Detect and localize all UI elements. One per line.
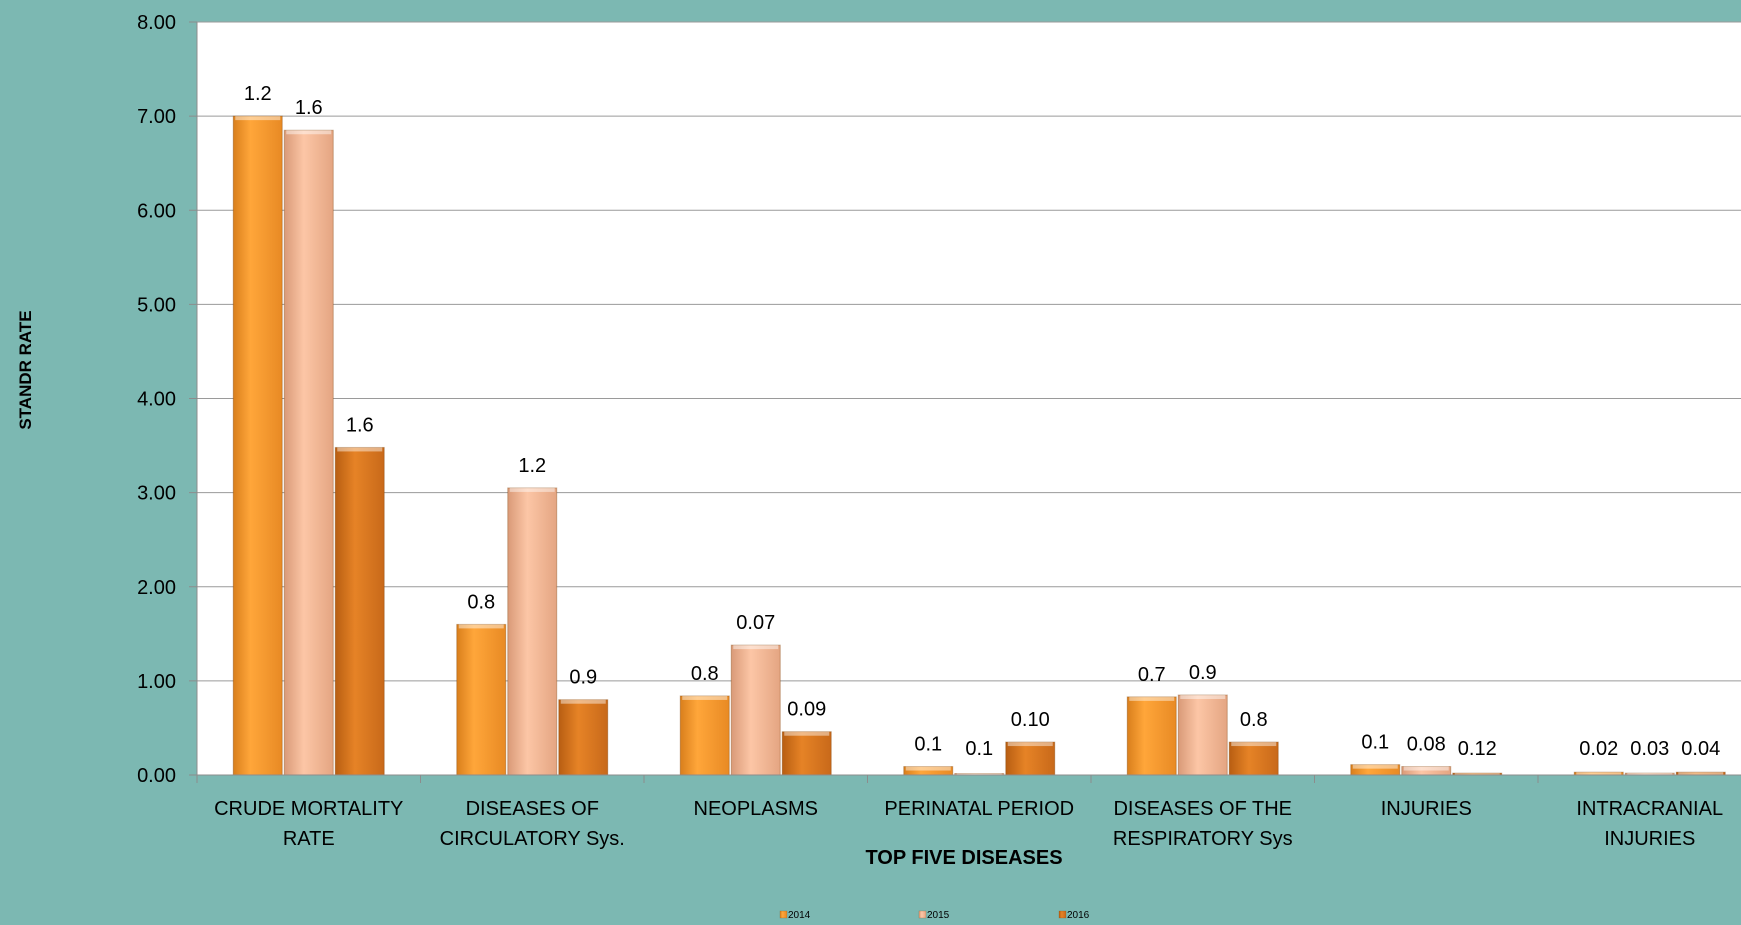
bar-highlight [235,116,281,121]
data-label: 0.1 [1361,732,1389,754]
y-tick-label: 4.00 [137,389,176,411]
bar-highlight [286,130,332,135]
legend-label-2015: 2015 [927,910,950,921]
y-axis-title: STANDR RATE [16,310,35,429]
bar-2016-2 [781,731,832,776]
data-label: 0.1 [965,738,993,760]
bar-2015-1 [507,487,558,776]
data-label: 1.2 [518,455,546,477]
data-label: 0.03 [1630,738,1669,760]
x-axis-ticks [196,775,1539,783]
bar-highlight [682,695,728,700]
bar-2015-0 [283,129,334,776]
data-label: 0.02 [1579,738,1618,760]
bar-2016-0 [334,446,385,776]
bar-highlight [1129,696,1175,701]
bar-highlight [560,699,606,704]
gridlines [197,21,1741,682]
data-label: 0.8 [1240,709,1268,731]
bar-highlight [733,645,779,650]
bar-highlight [1678,772,1724,775]
legend-label-2016: 2016 [1067,910,1090,921]
x-category-label: INJURIES [1381,798,1472,820]
data-label: 0.09 [787,699,826,721]
data-label: 1.2 [244,83,272,105]
x-category-label: PERINATAL PERIOD [884,798,1074,820]
bar-2016-1 [558,699,609,776]
bar-highlight [905,766,951,771]
x-axis-title: TOP FIVE DISEASES [865,847,1062,869]
y-tick-label: 2.00 [137,577,176,599]
bar-highlight [1403,766,1449,771]
bar-highlight [1007,742,1053,747]
data-label: 0.9 [1189,662,1217,684]
data-label: 0.07 [736,612,775,634]
data-label: 0.12 [1458,738,1497,760]
legend-swatch-2014 [779,910,788,919]
bar-highlight [1231,742,1277,747]
data-label: 0.8 [691,663,719,685]
y-axis-ticks: 0.00 1.00 2.00 3.00 4.00 5.00 6.00 7.00 8.00 [137,12,197,787]
y-tick-label: 5.00 [137,294,176,316]
bar-highlight [1180,694,1226,699]
bar-highlight [458,624,504,629]
x-category-label: CRUDE MORTALITY RATE [214,798,403,850]
data-label: 0.1 [914,734,942,756]
bar-highlight [784,731,830,736]
bar-highlight [956,773,1002,775]
bar-2014-0 [232,115,283,776]
bar-highlight [337,447,383,452]
legend-label-2014: 2014 [788,910,811,921]
x-axis-category-labels: CRUDE MORTALITY RATE DISEASES OF CIRCULATOR… [214,798,1723,850]
data-label: 0.08 [1407,734,1446,756]
bar-highlight [1454,773,1500,775]
data-label: 1.6 [346,414,374,436]
y-tick-label: 1.00 [137,671,176,693]
bar-2016-4 [1228,741,1279,776]
legend: 2014 2015 2016 [779,910,1090,921]
y-tick-label: 3.00 [137,483,176,505]
data-label: 0.04 [1681,738,1720,760]
y-tick-label: 6.00 [137,200,176,222]
data-label: 0.8 [467,591,495,613]
y-tick-label: 7.00 [137,106,176,128]
x-category-label: DISEASES OF THE RESPIRATORY Sys [1113,798,1293,850]
bar-2015-4 [1177,694,1228,776]
x-category-label: INTRACRANIAL INJURIES [1576,798,1723,850]
data-label: 0.9 [569,667,597,689]
bar-2015-2 [730,644,781,776]
x-category-label: DISEASES OF CIRCULATORY Sys. [440,798,625,850]
y-tick-label: 8.00 [137,12,176,34]
y-tick-label: 0.00 [137,765,176,787]
x-category-label: NEOPLASMS [694,798,818,820]
bar-2014-4 [1126,696,1177,776]
bar-highlight [509,487,555,492]
bar-highlight [1576,772,1622,775]
bar-highlight [1352,764,1398,769]
legend-swatch-2015 [918,910,927,919]
bar-2016-3 [1005,741,1056,776]
data-label: 0.10 [1011,709,1050,731]
bar-2014-1 [456,623,507,776]
data-labels: 1.2 0.8 0.8 0.1 0.7 0.1 0.02 1.6 1.2 0.07 0.1 0.9 0.… [244,83,1720,760]
bar-2014-2 [679,695,730,776]
bars [232,115,1726,776]
data-label: 0.7 [1138,664,1166,686]
data-label: 1.6 [295,97,323,119]
legend-swatch-2016 [1058,910,1067,919]
bar-highlight [1627,773,1673,775]
